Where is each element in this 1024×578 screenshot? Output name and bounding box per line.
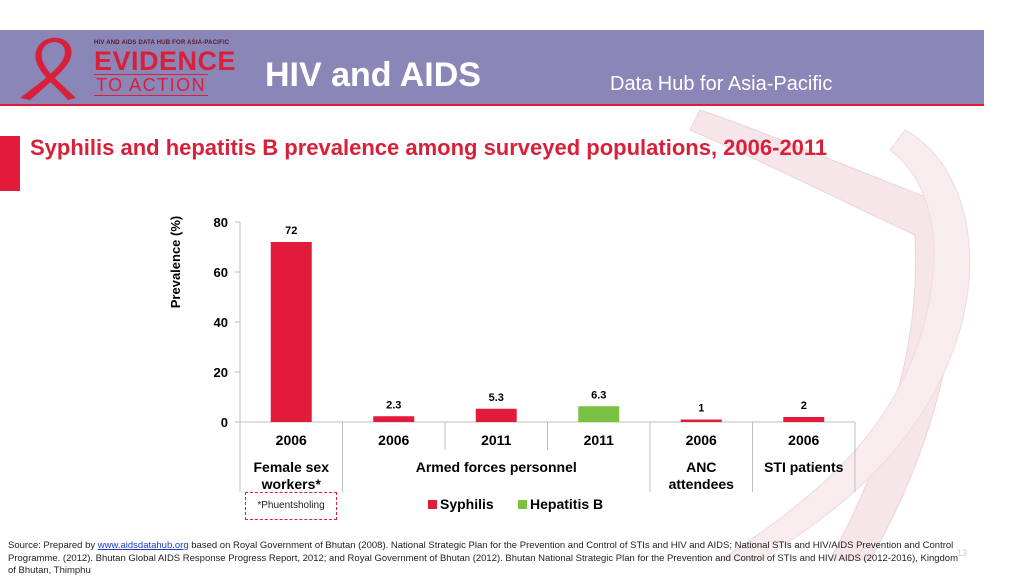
x-tick-label: 2006 xyxy=(788,432,819,448)
source-prefix: Source: Prepared by xyxy=(8,540,98,551)
legend-label: Hepatitis B xyxy=(530,496,603,512)
page-number: 13 xyxy=(957,548,968,558)
chart-title: Syphilis and hepatitis B prevalence amon… xyxy=(30,135,828,160)
bar xyxy=(680,419,722,422)
source-link[interactable]: www.aidsdatahub.org xyxy=(97,540,189,551)
red-ribbon-icon xyxy=(20,37,76,100)
footnote-box: *Phuentsholing xyxy=(245,492,337,520)
group-label: Armed forces personnel xyxy=(416,459,577,475)
y-tick-label: 80 xyxy=(214,215,228,230)
logo-evidence-text: EVIDENCE xyxy=(94,46,237,76)
group-label: Female sex xyxy=(254,459,330,475)
bar-value-label: 5.3 xyxy=(489,392,504,404)
logo-action-text: TO ACTION xyxy=(94,74,209,96)
bar xyxy=(475,408,517,422)
bar-value-label: 2.3 xyxy=(386,399,401,411)
y-tick-label: 20 xyxy=(214,365,228,380)
bar xyxy=(783,417,825,422)
source-note: Source: Prepared by www.aidsdatahub.org … xyxy=(8,540,968,578)
group-label: workers* xyxy=(261,476,322,492)
group-label: ANC xyxy=(686,459,716,475)
bar-value-label: 1 xyxy=(698,403,704,415)
page-title: HIV and AIDS xyxy=(265,56,481,94)
y-axis-label: Prevalence (%) xyxy=(168,216,183,309)
group-label: attendees xyxy=(669,476,735,492)
y-tick-label: 40 xyxy=(214,315,228,330)
bar xyxy=(373,416,415,422)
y-tick-label: 0 xyxy=(221,415,228,430)
bar xyxy=(578,406,620,422)
x-tick-label: 2006 xyxy=(378,432,409,448)
bar-value-label: 72 xyxy=(285,225,297,237)
x-tick-label: 2006 xyxy=(276,432,307,448)
legend-swatch xyxy=(428,500,437,509)
logo-tagline: HIV AND AIDS DATA HUB FOR ASIA-PACIFIC xyxy=(94,40,230,46)
bar-value-label: 2 xyxy=(801,400,807,412)
header-bar xyxy=(0,30,984,106)
group-label: STI patients xyxy=(764,459,844,475)
evidence-to-action-logo: HIV AND AIDS DATA HUB FOR ASIA-PACIFIC E… xyxy=(14,36,244,100)
x-tick-label: 2006 xyxy=(686,432,717,448)
legend-label: Syphilis xyxy=(440,496,494,512)
x-tick-label: 2011 xyxy=(481,432,512,448)
legend-swatch xyxy=(518,500,527,509)
page-subtitle: Data Hub for Asia-Pacific xyxy=(610,73,833,95)
title-accent-bar xyxy=(0,136,20,191)
source-rest: based on Royal Government of Bhutan (200… xyxy=(8,540,958,576)
bar-value-label: 6.3 xyxy=(591,389,606,401)
y-tick-label: 60 xyxy=(214,265,228,280)
x-tick-label: 2011 xyxy=(584,432,615,448)
bar xyxy=(270,242,312,422)
